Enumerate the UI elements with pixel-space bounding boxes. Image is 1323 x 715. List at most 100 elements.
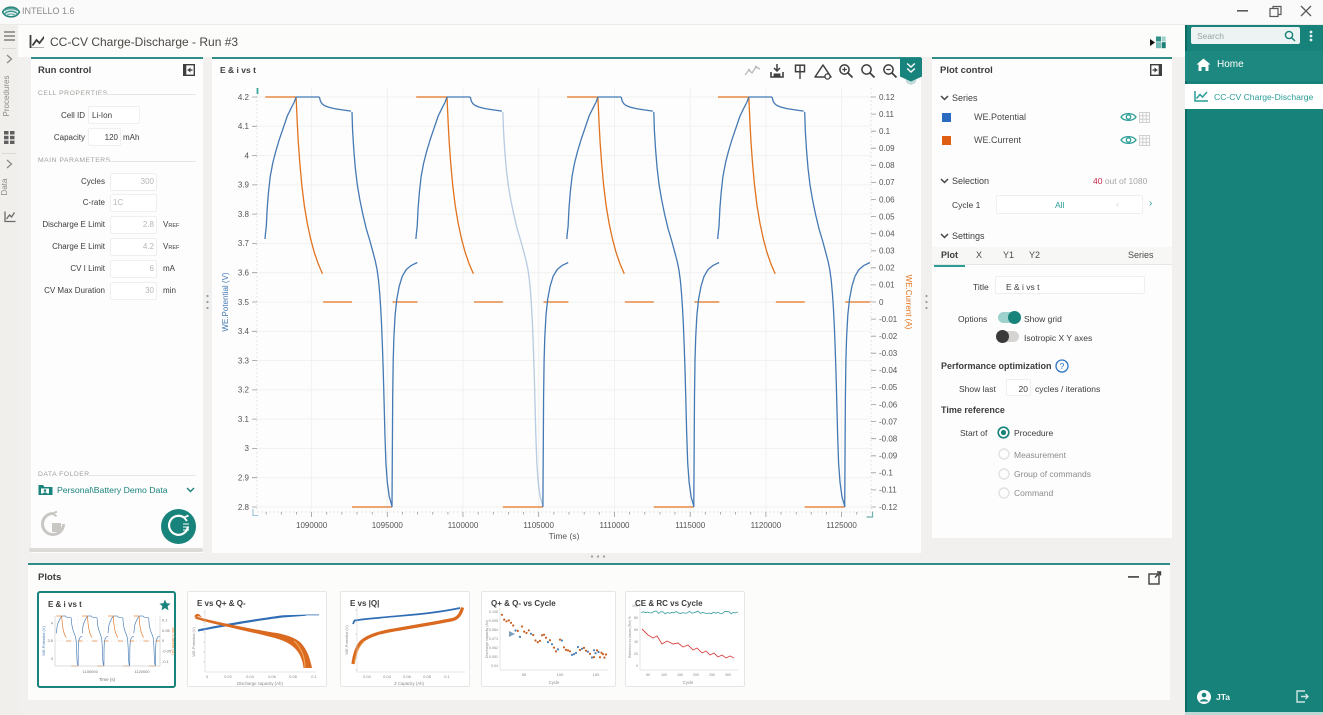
svg-text:-0.01: -0.01 [879, 315, 898, 324]
svg-text:0.11: 0.11 [879, 110, 895, 119]
svg-text:0.02: 0.02 [224, 674, 233, 679]
svg-text:3.8: 3.8 [238, 210, 250, 219]
svg-text:100: 100 [557, 672, 564, 677]
svg-text:0.02: 0.02 [363, 674, 372, 679]
svg-text:0.04: 0.04 [246, 674, 255, 679]
svg-text:60: 60 [634, 628, 638, 632]
svg-text:40: 40 [634, 640, 638, 644]
svg-text:-0.09: -0.09 [879, 452, 898, 461]
svg-text:0.106: 0.106 [489, 610, 498, 614]
svg-text:0.09: 0.09 [879, 144, 895, 153]
svg-text:2.9: 2.9 [238, 474, 250, 483]
svg-text:1100000: 1100000 [83, 669, 99, 674]
svg-text:0: 0 [206, 674, 209, 679]
svg-text:0.084: 0.084 [489, 628, 498, 632]
svg-text:3.9: 3.9 [238, 181, 250, 190]
svg-text:-0.12: -0.12 [879, 503, 898, 512]
svg-text:3: 3 [51, 656, 54, 661]
svg-text:4: 4 [245, 151, 250, 160]
svg-text:-0.05: -0.05 [162, 649, 172, 654]
svg-text:0.095: 0.095 [489, 619, 498, 623]
svg-text:0.04: 0.04 [491, 664, 498, 668]
svg-text:0.01: 0.01 [879, 281, 895, 290]
svg-text:Discharge capacity (Ah): Discharge capacity (Ah) [485, 620, 489, 658]
svg-text:-0.1: -0.1 [162, 659, 170, 664]
svg-text:100: 100 [632, 604, 638, 608]
svg-text:WE.Potential (V): WE.Potential (V) [41, 626, 46, 656]
svg-text:3.3: 3.3 [238, 356, 250, 365]
svg-text:50: 50 [646, 673, 650, 677]
svg-text:3.1: 3.1 [238, 415, 250, 424]
svg-text:WE.Current (A): WE.Current (A) [171, 627, 176, 655]
svg-text:0.1: 0.1 [444, 674, 450, 679]
svg-text:0.1: 0.1 [162, 617, 168, 622]
svg-text:300: 300 [725, 673, 731, 677]
svg-text:0.07: 0.07 [879, 178, 895, 187]
svg-text:-0.06: -0.06 [879, 400, 898, 409]
svg-text:0: 0 [636, 664, 638, 668]
svg-text:80: 80 [634, 616, 638, 620]
svg-text:0.02: 0.02 [879, 264, 895, 273]
svg-text:200: 200 [693, 673, 699, 677]
svg-text:?: ? [1060, 361, 1065, 371]
svg-text:Time (s): Time (s) [99, 677, 116, 682]
svg-text:Cycle: Cycle [549, 680, 560, 685]
svg-text:0.073: 0.073 [489, 637, 498, 641]
svg-text:Time (s): Time (s) [549, 531, 580, 541]
svg-text:0.12: 0.12 [879, 93, 895, 102]
svg-text:1100000: 1100000 [448, 521, 479, 530]
svg-text:WE.Potential (V): WE.Potential (V) [221, 272, 230, 331]
svg-text:0.1: 0.1 [879, 127, 891, 136]
svg-text:-0.04: -0.04 [879, 366, 898, 375]
svg-text:0.08: 0.08 [289, 674, 298, 679]
svg-text:100: 100 [661, 673, 667, 677]
svg-text:0.06: 0.06 [268, 674, 277, 679]
svg-text:3.5: 3.5 [47, 638, 53, 643]
svg-text:3: 3 [245, 444, 250, 453]
svg-text:-0.11: -0.11 [879, 486, 897, 495]
svg-text:WE.Potential (V): WE.Potential (V) [344, 625, 349, 655]
svg-text:WE.Current (A): WE.Current (A) [904, 275, 913, 330]
svg-text:-0.1: -0.1 [879, 469, 893, 478]
svg-text:WE.Potential (V): WE.Potential (V) [191, 627, 196, 657]
svg-text:250: 250 [709, 673, 715, 677]
svg-text:1110000: 1110000 [600, 521, 631, 530]
svg-text:3.2: 3.2 [238, 386, 250, 395]
svg-text:1105000: 1105000 [523, 521, 554, 530]
svg-text:0: 0 [879, 298, 884, 307]
svg-text:1090000: 1090000 [296, 521, 328, 530]
svg-text:1125000: 1125000 [826, 521, 857, 530]
svg-text:2.8: 2.8 [238, 503, 250, 512]
svg-text:0.05: 0.05 [162, 628, 171, 633]
svg-text:-0.08: -0.08 [879, 435, 898, 444]
svg-text:0.08: 0.08 [879, 161, 895, 170]
svg-text:1120000: 1120000 [751, 521, 782, 530]
svg-text:4: 4 [51, 620, 54, 625]
svg-text:3.6: 3.6 [238, 269, 250, 278]
svg-text:Retention vs losses (Rel) %: Retention vs losses (Rel) % [628, 616, 632, 658]
svg-text:0.1: 0.1 [311, 674, 317, 679]
svg-text:0.04: 0.04 [879, 230, 895, 239]
svg-text:20: 20 [634, 652, 638, 656]
svg-text:0.08: 0.08 [423, 674, 432, 679]
svg-text:3.4: 3.4 [238, 327, 250, 336]
svg-text:4.2: 4.2 [238, 93, 250, 102]
svg-text:150: 150 [593, 672, 600, 677]
svg-text:1120000: 1120000 [134, 669, 150, 674]
svg-text:0.062: 0.062 [489, 646, 498, 650]
svg-text:Cycle: Cycle [683, 680, 694, 685]
svg-text:1095000: 1095000 [372, 521, 404, 530]
svg-text:0.04: 0.04 [383, 674, 392, 679]
svg-text:1115000: 1115000 [675, 521, 706, 530]
svg-text:4.1: 4.1 [238, 122, 250, 131]
svg-text:0.051: 0.051 [489, 655, 498, 659]
svg-text:0.03: 0.03 [879, 247, 895, 256]
svg-text:0.06: 0.06 [879, 195, 895, 204]
svg-text:50: 50 [522, 672, 527, 677]
svg-text:0.06: 0.06 [403, 674, 412, 679]
svg-text:-0.05: -0.05 [879, 383, 898, 392]
svg-text:-0.02: -0.02 [879, 332, 898, 341]
svg-text:0.05: 0.05 [879, 212, 895, 221]
svg-text:-0.03: -0.03 [879, 349, 898, 358]
svg-text:0: 0 [162, 638, 165, 643]
